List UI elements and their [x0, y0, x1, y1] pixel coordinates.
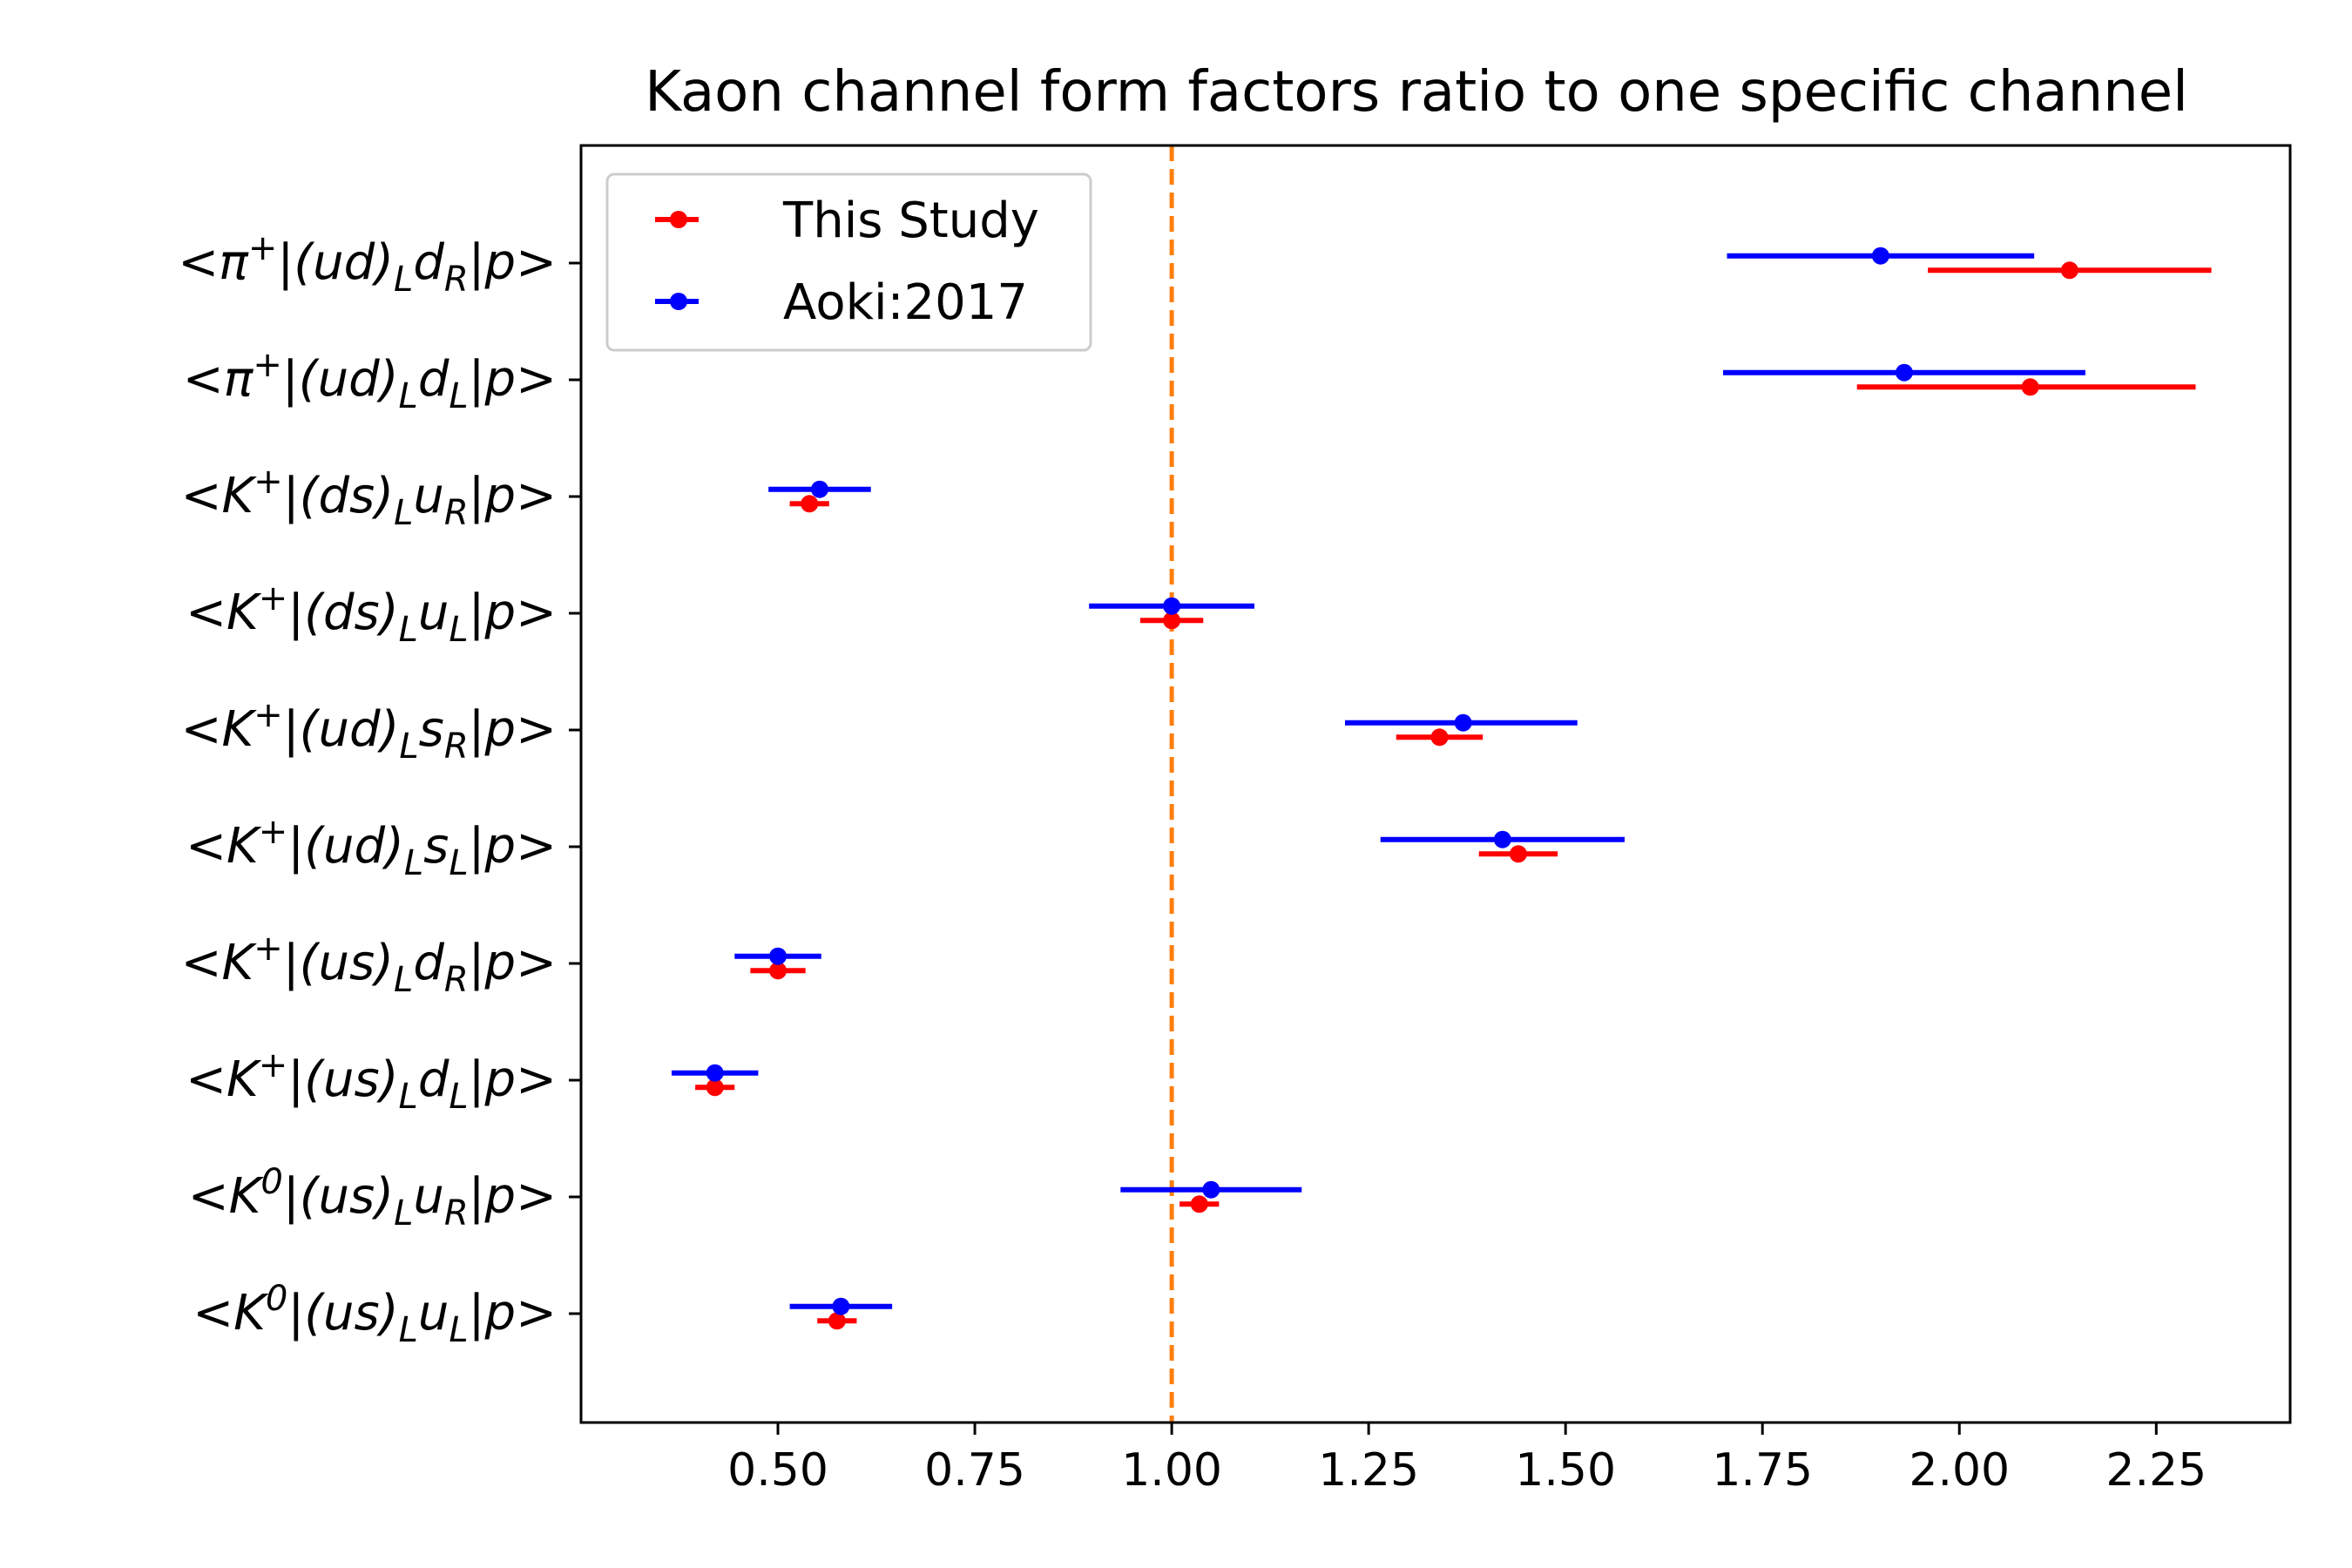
y-tick-label: <K+|(ud)LsL|p> [186, 812, 557, 883]
data-point [828, 1312, 846, 1330]
x-tick-label: 0.50 [727, 1444, 828, 1497]
x-tick-label: 1.75 [1712, 1444, 1813, 1497]
x-tick-label: 0.75 [924, 1444, 1025, 1497]
data-point [1190, 1195, 1208, 1213]
y-tick-label: <π+|(ud)LdL|p> [183, 345, 557, 416]
chart-marks [671, 145, 2212, 1423]
data-point [1163, 597, 1181, 615]
legend-box [605, 172, 1092, 352]
data-point [2060, 261, 2078, 280]
data-point [706, 1078, 724, 1097]
y-tick-label: <π+|(ud)LdR|p> [178, 228, 557, 300]
data-point [706, 1064, 724, 1082]
data-point [1509, 845, 1527, 863]
legend: This Study Aoki:2017 [605, 172, 1092, 352]
y-tick-label: <K0|(us)LuR|p> [188, 1162, 557, 1233]
data-point [810, 480, 828, 498]
data-point [1871, 247, 1889, 265]
x-axis: 0.50 0.75 1.00 1.25 1.50 1.75 2.00 2.25 [727, 1423, 2207, 1497]
data-point [769, 962, 787, 980]
y-tick-label: <K+|(us)LdR|p> [181, 929, 557, 1000]
chart-title: Kaon channel form factors ratio to one s… [645, 60, 2188, 125]
legend-label: This Study [782, 193, 1039, 249]
data-point [1163, 612, 1181, 630]
legend-marker [670, 293, 687, 310]
data-point [1454, 713, 1472, 732]
data-point [1895, 363, 1913, 382]
plot-frame [579, 144, 2292, 1424]
y-tick-label: <K+|(ds)LuR|p> [181, 462, 557, 533]
x-tick-label: 2.00 [1909, 1444, 2010, 1497]
data-point [769, 947, 787, 965]
x-tick-label: 1.50 [1515, 1444, 1616, 1497]
data-point [2021, 378, 2039, 396]
x-tick-label: 2.25 [2105, 1444, 2207, 1497]
y-tick-label: <K+|(ds)LuL|p> [186, 578, 557, 650]
y-tick-label: <K+|(us)LdL|p> [186, 1045, 557, 1117]
y-tick-label: <K0|(us)LuL|p> [193, 1279, 557, 1350]
data-point [1493, 830, 1511, 848]
legend-label: Aoki:2017 [783, 274, 1028, 331]
y-tick-label: <K+|(ud)LsR|p> [181, 695, 557, 767]
y-axis: <π+|(ud)LdR|p> <π+|(ud)LdL|p> <K+|(ds)LuR|… [178, 228, 581, 1350]
data-point [832, 1297, 850, 1315]
series-0 [695, 261, 2212, 1330]
legend-marker [670, 211, 687, 228]
data-point [1430, 728, 1449, 747]
x-tick-label: 1.25 [1318, 1444, 1419, 1497]
data-point [801, 495, 819, 513]
series-1 [671, 247, 2085, 1315]
data-point [1202, 1180, 1220, 1199]
x-tick-label: 1.00 [1121, 1444, 1222, 1497]
